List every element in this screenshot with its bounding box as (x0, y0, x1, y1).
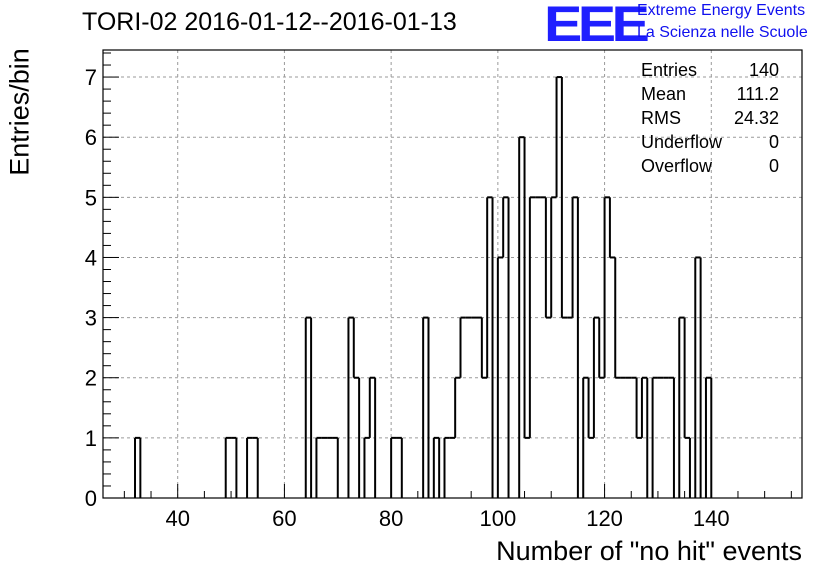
stats-row-entries: Entries 140 (641, 58, 779, 82)
histogram-bin (224, 436, 232, 498)
histogram-bin (332, 436, 339, 498)
x-tick-label: 80 (379, 506, 403, 531)
stats-value: 0 (768, 132, 779, 152)
histogram-bin (651, 376, 658, 498)
histogram-bin (640, 376, 649, 498)
logo-line-2: La Scienza nelle Scuole (637, 24, 808, 41)
histogram-bin (396, 436, 403, 498)
histogram-bin (704, 376, 713, 498)
y-tick-label: 6 (85, 125, 97, 150)
histogram-bin (252, 436, 259, 498)
plot-frame (102, 49, 803, 499)
y-tick-label: 7 (85, 65, 97, 90)
y-tick-label: 2 (85, 366, 97, 391)
histogram-bin (560, 77, 568, 319)
histogram-bin (486, 196, 494, 498)
chart-title: TORI-02 2016-01-12--2016-01-13 (82, 8, 457, 36)
stats-label: Entries (641, 60, 698, 80)
stats-label: Mean (641, 84, 687, 104)
y-tick-label: 3 (85, 306, 97, 331)
histogram-bin (443, 436, 450, 498)
logo-line-1: Extreme Energy Events (637, 2, 806, 19)
stats-value: 140 (748, 60, 779, 80)
stats-label: RMS (641, 108, 681, 128)
histogram-bin (571, 196, 579, 498)
stats-row-underflow: Underflow 0 (641, 130, 779, 154)
y-tick-label: 5 (85, 185, 97, 210)
histogram-bin (304, 316, 313, 498)
histogram-bin (694, 256, 702, 498)
stats-value: 24.32 (733, 108, 779, 128)
histogram-bin (352, 317, 361, 498)
x-tick-label: 140 (693, 506, 730, 531)
stats-row-rms: RMS 24.32 (641, 106, 779, 130)
stats-row-overflow: Overflow 0 (641, 154, 779, 178)
x-tick-label: 40 (165, 506, 189, 531)
x-tick-label: 60 (272, 506, 296, 531)
histogram-bin (246, 436, 253, 498)
histogram-bin (614, 257, 621, 379)
y-tick-label: 4 (85, 245, 97, 270)
x-tick-label: 100 (479, 506, 516, 531)
y-axis-label: Entries/bin (4, 48, 35, 176)
histogram-bin (432, 436, 441, 498)
histogram-bin (454, 376, 461, 438)
histogram-bin (668, 376, 675, 498)
histogram-bin (459, 316, 466, 378)
histogram-bin (683, 317, 691, 498)
y-tick-label: 1 (85, 426, 97, 451)
histogram-bin (390, 436, 397, 498)
histogram-bin (528, 196, 536, 438)
stats-row-mean: Mean 111.2 (641, 82, 779, 106)
histogram-bin (368, 376, 377, 498)
x-axis-label: Number of "no hit" events (496, 536, 802, 566)
stats-value: 0 (768, 156, 779, 176)
histogram-bin (422, 316, 430, 498)
eee-logo: EEE (544, 0, 650, 52)
stats-label: Underflow (641, 132, 723, 152)
y-tick-label: 0 (85, 486, 97, 511)
stats-label: Overflow (641, 156, 713, 176)
histogram-bin (502, 196, 510, 498)
histogram-bin (363, 436, 370, 498)
histogram-bin (134, 436, 142, 498)
x-tick-label: 120 (586, 506, 623, 531)
histogram-bin (315, 436, 322, 498)
histogram-bin (608, 197, 616, 259)
histogram-bin (231, 436, 238, 498)
stats-value: 111.2 (736, 84, 779, 104)
stats-box: Entries 140 Mean 111.2 RMS 24.32 Underfl… (641, 58, 779, 178)
